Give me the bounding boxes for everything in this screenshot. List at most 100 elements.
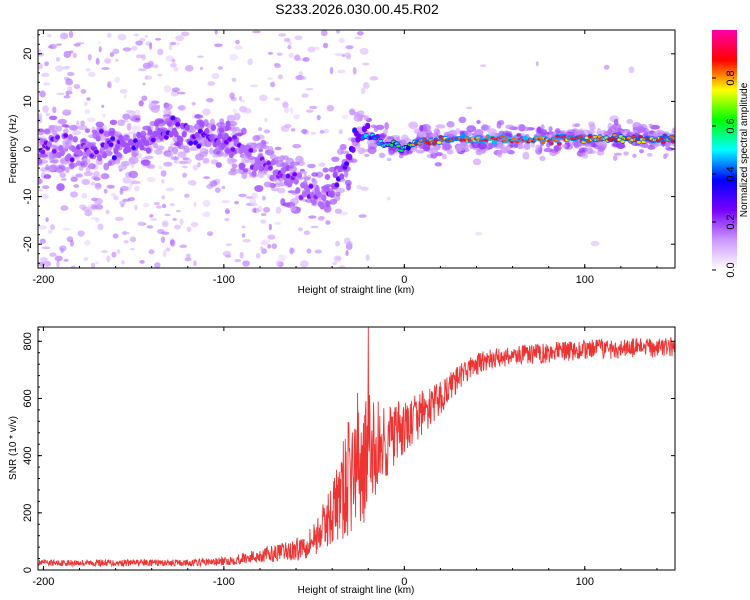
spectrogram-halo-blob [65,140,72,148]
spectrogram-halo-blob [49,157,59,164]
spectrogram-noise-blob [121,231,131,235]
spectrogram-ridge-core [553,138,559,142]
spectrogram-ridge-core [266,161,272,166]
spectrogram-halo-blob [258,127,263,131]
spectrogram-halo-blob [575,130,585,135]
spectrogram-noise-blob [323,128,330,134]
spectrogram-noise-blob [179,244,188,248]
spectrogram-halo-blob [458,116,467,124]
spectrogram-x-tick-label: 0 [401,274,407,286]
spectrogram-noise-blob [245,196,253,199]
spectrogram-noise-blob [337,69,346,74]
spectrogram-halo-blob [337,148,344,155]
spectrogram-halo-blob [435,124,446,129]
spectrogram-ridge-outer [316,191,322,198]
spectrogram-noise-blob [221,185,226,190]
spectrogram-noise-blob [269,81,276,88]
spectrogram-noise-blob [101,104,105,108]
spectrogram-halo-blob [48,115,58,121]
spectrogram-noise-blob [275,259,281,267]
spectrogram-noise-blob [329,66,334,75]
spectrogram-y-tick-label: 0 [22,146,34,152]
spectrogram-ridge-outer [269,174,275,182]
spectrogram-halo-blob [172,146,179,155]
spectrogram-halo-blob [252,135,261,142]
spectrogram-noise-blob [121,260,125,265]
spectrogram-noise-blob [283,106,290,114]
spectrogram-ridge-outer [332,171,338,179]
spectrogram-halo-blob [441,153,447,160]
spectrogram-ridge-core [396,144,401,148]
spectrogram-halo-blob [481,124,489,131]
spectrogram-ridge-outer [228,151,234,159]
spectrogram-halo-blob [61,124,69,128]
spectrogram-halo-blob [344,170,349,178]
spectrogram-halo-blob [548,126,553,132]
spectrogram-ridge-core [540,140,546,144]
spectrogram-halo-blob [209,118,215,127]
spectrogram-noise-blob [44,61,50,67]
spectrogram-halo-blob [230,167,237,172]
spectrogram-ridge-outer [147,128,153,136]
spectrogram-noise-blob [160,170,167,177]
colorbar: 0.0 0.2 0.4 0.6 0.8 Normalized spectral ampl… [712,30,750,278]
spectrogram-noise-blob [242,238,251,243]
spectrogram-x-ticks: -200 -100 0 100 [32,30,658,286]
spectrogram-noise-blob [68,30,74,38]
spectrogram-ridge-outer [319,203,325,210]
spectrogram-noise-blob [134,185,140,192]
spectrogram-noise-blob [345,250,349,257]
spectrogram-noise-blob [160,236,166,244]
spectrogram-ridge-core [285,174,291,179]
spectrogram-ridge-core [196,143,202,149]
spectrogram-halo-blob [212,153,220,158]
spectrogram-noise-blob [175,35,185,42]
spectrogram-halo-blob [446,121,455,128]
spectrogram-halo-blob [312,179,318,187]
spectrogram-noise-blob [144,75,153,80]
spectrogram-halo-blob [123,134,130,141]
spectrogram-halo-blob [574,123,581,127]
spectrogram-noise-blob [84,101,88,106]
spectrogram-noise-blob [224,208,230,215]
spectrogram-noise-blob [325,220,331,225]
spectrogram-noise-blob [267,244,272,249]
spectrogram-noise-blob [197,162,201,168]
spectrogram-noise-blob [39,238,46,244]
spectrogram-halo-blob [100,173,110,180]
spectrogram-ridge-outer [166,120,173,127]
spectrogram-halo-blob [613,152,623,156]
spectrogram-noise-blob [239,251,244,259]
spectrogram-noise-blob [362,81,370,90]
spectrogram-noise-blob [369,76,379,81]
spectrogram-noise-blob [38,188,44,192]
spectrogram-noise-blob [360,186,369,191]
spectrogram-halo-blob [212,148,221,156]
spectrogram-y-tick-label: -20 [22,236,34,252]
spectrogram-noise-blob [38,49,42,53]
spectrogram-ridge-outer [295,187,301,194]
spectrogram-halo-blob [241,127,247,135]
spectrogram-noise-blob [91,203,97,210]
spectrogram-noise-blob [143,202,150,208]
spectrogram-noise-blob [294,35,303,41]
spectrogram-halo-blob [209,147,214,155]
spectrogram-noise-blob [268,223,273,231]
spectrogram-ridge-outer [253,165,259,172]
snr-x-tick-label: -100 [213,576,235,588]
spectrogram-noise-blob [149,218,158,221]
spectrogram-noise-blob [186,253,191,259]
spectrogram-halo-blob [442,143,453,151]
spectrogram-halo-blob [131,180,141,185]
spectrogram-ridge-core [111,155,117,161]
spectrogram-noise-blob [332,261,337,266]
spectrogram-noise-blob [302,56,310,62]
spectrogram-noise-blob [365,254,370,262]
spectrogram-halo-blob [663,153,668,160]
spectrogram-halo-blob [335,191,341,197]
snr-y-tick-label: 200 [22,504,34,522]
spectrogram-noise-blob [263,206,271,213]
spectrogram-noise-blob [61,178,67,181]
spectrogram-halo-blob [581,153,589,159]
spectrogram-noise-blob [104,58,112,64]
